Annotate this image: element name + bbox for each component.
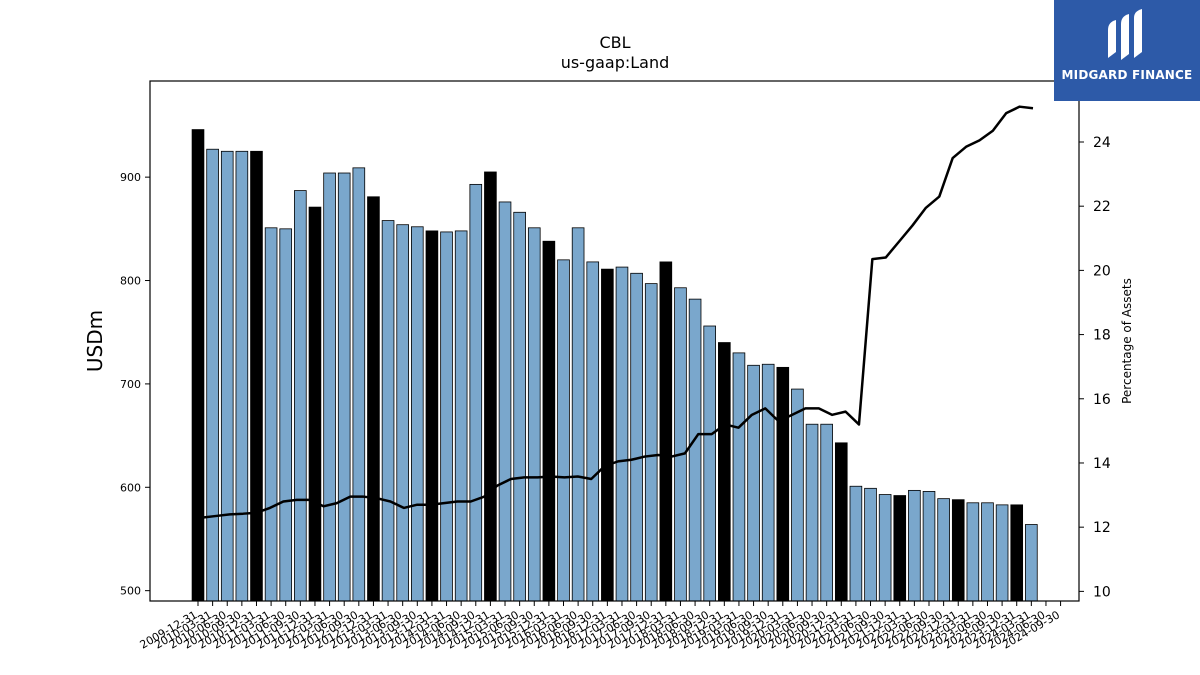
bar xyxy=(791,388,804,602)
bar xyxy=(191,129,205,602)
bar xyxy=(235,150,249,602)
logo-mark-icon xyxy=(1108,9,1142,60)
bar xyxy=(630,272,643,602)
y2-tick-label: 14 xyxy=(1093,456,1111,472)
plot-frame xyxy=(149,80,1080,602)
bar xyxy=(761,363,775,602)
bar xyxy=(747,364,760,602)
bar xyxy=(513,211,526,602)
bar xyxy=(615,266,629,602)
x-ticks-group: 2009-12-312010-03-312010-06-302010-09-30… xyxy=(138,601,1062,652)
bar xyxy=(264,227,278,602)
bar xyxy=(864,487,877,602)
bar xyxy=(1025,524,1038,602)
y2-axis-label: Percentage of Assets xyxy=(1120,278,1134,404)
y-tick-label: 600 xyxy=(120,481,141,494)
bar xyxy=(308,206,322,602)
chart-title: CBL xyxy=(599,33,630,52)
bar xyxy=(922,491,936,602)
y-tick-label: 500 xyxy=(120,585,141,598)
y2-tick-label: 10 xyxy=(1093,584,1111,600)
percentage-line xyxy=(202,105,1034,519)
bar xyxy=(220,150,234,602)
bar xyxy=(644,283,658,602)
bar xyxy=(337,172,351,602)
y-tick-label: 700 xyxy=(120,378,141,391)
bar xyxy=(381,220,395,602)
bar xyxy=(732,352,746,602)
y-ticks-group: 500 600 700 800 900 xyxy=(120,171,150,598)
bar xyxy=(878,494,892,602)
y-axis-label: USDm xyxy=(83,310,107,372)
y2-tick-label: 20 xyxy=(1093,263,1111,279)
bar xyxy=(820,423,833,602)
y2-tick-label: 22 xyxy=(1093,199,1111,215)
bar xyxy=(498,201,512,602)
bar xyxy=(279,228,293,602)
bars-group xyxy=(191,129,1038,602)
y2-tick-label: 18 xyxy=(1093,328,1111,344)
y-tick-label: 800 xyxy=(120,275,141,288)
bar xyxy=(776,366,790,602)
bar xyxy=(834,442,848,602)
y2-tick-label: 16 xyxy=(1093,392,1111,408)
bar xyxy=(250,150,263,602)
y2-tick-label: 24 xyxy=(1093,135,1111,151)
logo-text: MIDGARD FINANCE xyxy=(1061,68,1193,82)
bar xyxy=(688,298,702,602)
bar xyxy=(951,499,965,602)
bar xyxy=(323,172,336,602)
bar xyxy=(849,485,863,602)
y-tick-label: 900 xyxy=(120,171,141,184)
bar xyxy=(703,325,716,602)
bar xyxy=(908,489,921,602)
bar xyxy=(469,183,483,602)
bar xyxy=(352,167,366,602)
bar xyxy=(571,227,585,602)
bar xyxy=(586,261,600,602)
bar xyxy=(937,498,950,602)
bar xyxy=(410,226,424,602)
bar xyxy=(966,502,980,602)
bar xyxy=(1010,504,1024,602)
y2-tick-label: 12 xyxy=(1093,520,1111,536)
brand-logo: MIDGARD FINANCE xyxy=(1054,0,1200,101)
bar xyxy=(294,190,307,602)
bar xyxy=(484,171,497,602)
bar xyxy=(367,196,380,602)
bar xyxy=(396,224,409,602)
bar xyxy=(805,423,819,602)
bar xyxy=(542,240,556,602)
bar xyxy=(527,227,541,602)
bar xyxy=(718,342,731,602)
bar xyxy=(425,230,439,602)
y2-ticks-group: 10 12 14 16 18 20 22 24 xyxy=(1079,135,1111,600)
bar xyxy=(601,268,614,602)
bar xyxy=(893,495,907,602)
bar xyxy=(454,230,468,602)
bar xyxy=(206,148,219,602)
bar xyxy=(674,287,687,602)
bar xyxy=(981,502,994,602)
bar xyxy=(995,504,1009,602)
bar xyxy=(440,231,453,602)
chart-subtitle: us-gaap:Land xyxy=(561,53,670,72)
bar xyxy=(659,261,673,602)
bar xyxy=(557,259,570,602)
